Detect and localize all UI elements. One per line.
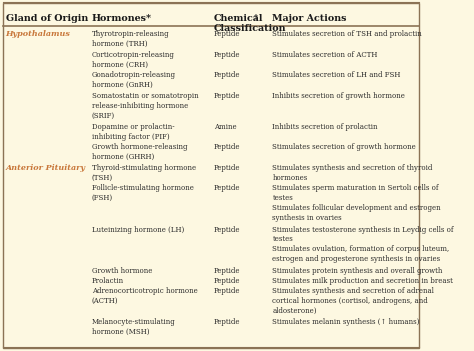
- Text: Stimulates sperm maturation in Sertoli cells of
testes
Stimulates follicular dev: Stimulates sperm maturation in Sertoli c…: [273, 185, 441, 222]
- Text: Stimulates synthesis and secretion of thyroid
hormones: Stimulates synthesis and secretion of th…: [273, 164, 433, 182]
- Text: Luteinizing hormone (LH): Luteinizing hormone (LH): [91, 226, 184, 234]
- Text: Peptide: Peptide: [214, 71, 240, 79]
- Text: Stimulates secretion of growth hormone: Stimulates secretion of growth hormone: [273, 143, 416, 151]
- Text: Peptide: Peptide: [214, 185, 240, 192]
- Text: Stimulates secretion of LH and FSH: Stimulates secretion of LH and FSH: [273, 71, 401, 79]
- Text: Inhibits secretion of growth hormone: Inhibits secretion of growth hormone: [273, 92, 405, 100]
- Text: Inhibits secretion of prolactin: Inhibits secretion of prolactin: [273, 123, 378, 131]
- Text: Stimulates testosterone synthesis in Leydig cells of
testes
Stimulates ovulation: Stimulates testosterone synthesis in Ley…: [273, 226, 454, 263]
- Text: Growth hormone-releasing
hormone (GHRH): Growth hormone-releasing hormone (GHRH): [91, 143, 187, 161]
- Text: Major Actions: Major Actions: [273, 14, 347, 22]
- Text: Adrenocorticotropic hormone
(ACTH): Adrenocorticotropic hormone (ACTH): [91, 287, 198, 305]
- Text: Hormones*: Hormones*: [91, 14, 152, 22]
- Text: Stimulates protein synthesis and overall growth: Stimulates protein synthesis and overall…: [273, 267, 443, 275]
- FancyBboxPatch shape: [3, 3, 419, 348]
- Text: Thyroid-stimulating hormone
(TSH): Thyroid-stimulating hormone (TSH): [91, 164, 196, 182]
- Text: Follicle-stimulating hormone
(FSH): Follicle-stimulating hormone (FSH): [91, 185, 193, 202]
- Text: Peptide: Peptide: [214, 30, 240, 38]
- Text: Peptide: Peptide: [214, 267, 240, 275]
- Text: Stimulates melanin synthesis (↑ humans): Stimulates melanin synthesis (↑ humans): [273, 318, 420, 326]
- Text: Hypothalamus: Hypothalamus: [6, 30, 71, 38]
- Text: Anterior Pituitary: Anterior Pituitary: [6, 164, 86, 172]
- Text: Stimulates synthesis and secretion of adrenal
cortical hormones (cortisol, andro: Stimulates synthesis and secretion of ad…: [273, 287, 434, 315]
- Text: Peptide: Peptide: [214, 164, 240, 172]
- Text: Gland of Origin: Gland of Origin: [6, 14, 88, 22]
- Text: Peptide: Peptide: [214, 92, 240, 100]
- Text: Peptide: Peptide: [214, 287, 240, 295]
- Text: Growth hormone: Growth hormone: [91, 267, 152, 275]
- Text: Thyrotropin-releasing
hormone (TRH): Thyrotropin-releasing hormone (TRH): [91, 30, 169, 48]
- Text: Prolactin: Prolactin: [91, 277, 124, 285]
- Text: Dopamine or prolactin-
inhibiting factor (PIF): Dopamine or prolactin- inhibiting factor…: [91, 123, 174, 141]
- Text: Stimulates milk production and secretion in breast: Stimulates milk production and secretion…: [273, 277, 453, 285]
- Text: Somatostatin or somatotropin
release-inhibiting hormone
(SRIF): Somatostatin or somatotropin release-inh…: [91, 92, 198, 120]
- Text: Melanocyte-stimulating
hormone (MSH): Melanocyte-stimulating hormone (MSH): [91, 318, 175, 336]
- Text: †: †: [255, 13, 258, 21]
- Text: Stimulates secretion of ACTH: Stimulates secretion of ACTH: [273, 51, 378, 59]
- Text: Peptide: Peptide: [214, 51, 240, 59]
- Text: Amine: Amine: [214, 123, 236, 131]
- Text: Peptide: Peptide: [214, 318, 240, 326]
- Text: Peptide: Peptide: [214, 143, 240, 151]
- Text: Peptide: Peptide: [214, 226, 240, 234]
- Text: Peptide: Peptide: [214, 277, 240, 285]
- Text: Corticotropin-releasing
hormone (CRH): Corticotropin-releasing hormone (CRH): [91, 51, 174, 69]
- Text: Chemical
Classification: Chemical Classification: [214, 14, 286, 33]
- Text: Stimulates secretion of TSH and prolactin: Stimulates secretion of TSH and prolacti…: [273, 30, 422, 38]
- Text: Gonadotropin-releasing
hormone (GnRH): Gonadotropin-releasing hormone (GnRH): [91, 71, 176, 89]
